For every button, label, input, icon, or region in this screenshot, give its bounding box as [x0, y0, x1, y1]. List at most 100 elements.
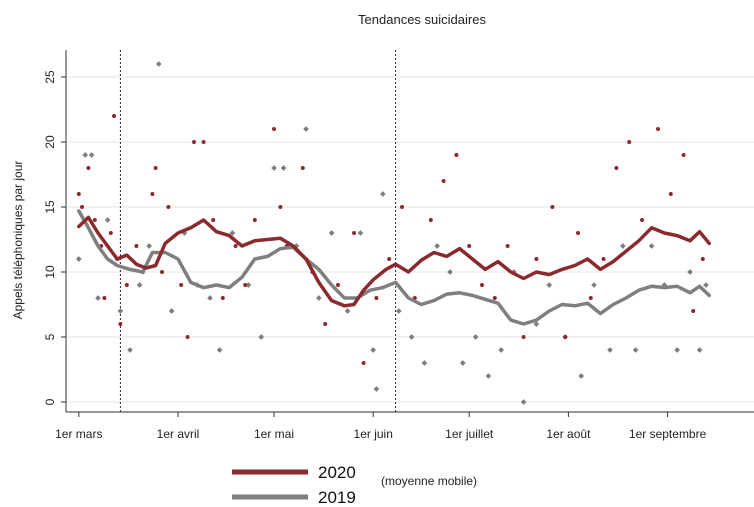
point-2019 — [280, 165, 287, 171]
point-2019 — [421, 360, 428, 366]
point-2019 — [216, 347, 223, 353]
point-2020 — [252, 218, 257, 222]
point-2020 — [614, 166, 619, 170]
point-2020 — [352, 231, 356, 235]
point-2020 — [588, 296, 593, 300]
y-tick-label: 10 — [43, 265, 57, 279]
point-2019 — [533, 321, 540, 327]
y-tick-label: 15 — [43, 200, 57, 214]
point-2020 — [454, 153, 459, 157]
point-2019 — [632, 347, 639, 353]
point-2020 — [576, 231, 580, 235]
point-2020 — [601, 257, 606, 261]
point-2020 — [278, 205, 283, 209]
point-2019 — [607, 347, 613, 353]
point-2020 — [668, 192, 673, 196]
point-2020 — [153, 166, 158, 170]
point-2020 — [211, 218, 216, 222]
point-2020 — [361, 361, 366, 365]
point-2020 — [467, 244, 472, 248]
axes — [65, 50, 754, 413]
point-2020 — [521, 335, 526, 339]
point-2019 — [136, 282, 143, 288]
x-tick-label: 1er mai — [254, 427, 294, 441]
point-2019 — [258, 334, 265, 340]
point-2019 — [104, 217, 111, 223]
x-tick-label: 1er août — [546, 427, 591, 441]
point-2019 — [370, 347, 377, 353]
point-2020 — [166, 205, 171, 209]
legend-label-2020: 2020 — [318, 463, 356, 482]
point-2020 — [300, 166, 305, 170]
point-2019 — [485, 373, 492, 379]
point-2019 — [82, 152, 89, 158]
point-2019 — [687, 269, 693, 275]
point-2020 — [700, 257, 705, 261]
point-2019 — [245, 282, 252, 288]
point-2020 — [108, 231, 113, 235]
point-2020 — [160, 270, 164, 274]
point-2020 — [80, 205, 84, 209]
point-2020 — [102, 296, 107, 300]
x-tick-label: 1er juillet — [445, 427, 494, 441]
point-2019 — [379, 191, 386, 197]
point-2020 — [86, 166, 91, 170]
point-2019 — [408, 334, 415, 340]
point-2020 — [480, 283, 484, 287]
point-2020 — [428, 218, 433, 222]
point-2020 — [563, 335, 568, 339]
point-2019 — [95, 295, 101, 301]
reference-lines — [119, 50, 397, 412]
point-2020 — [640, 218, 644, 222]
point-2020 — [118, 322, 123, 326]
legend: 2020 2019 (moyenne mobile) — [232, 463, 477, 507]
point-2019 — [703, 282, 709, 288]
smoothed-lines — [77, 209, 711, 326]
point-2020 — [656, 127, 660, 131]
x-ticks: 1er mars 1er avril 1er mai 1er juin 1er juil… — [55, 412, 707, 441]
point-2019 — [328, 230, 335, 236]
point-2020 — [192, 140, 196, 144]
y-tick-label: 20 — [43, 135, 57, 149]
point-2020 — [233, 244, 238, 248]
point-2019 — [546, 282, 553, 288]
point-2020 — [201, 140, 206, 144]
point-2020 — [76, 192, 81, 196]
series-line-2019 — [77, 209, 711, 326]
point-2019 — [146, 243, 153, 249]
x-tick-label: 1er juin — [354, 427, 393, 441]
point-2020 — [691, 309, 696, 313]
point-2019 — [674, 347, 681, 353]
point-2020 — [627, 140, 632, 144]
y-axis-title: Appels téléphoniques par jour — [11, 161, 25, 320]
point-2019 — [591, 282, 597, 288]
point-2019 — [395, 308, 402, 314]
point-2019 — [127, 347, 133, 353]
y-ticks: 0 5 10 15 20 25 — [43, 70, 66, 405]
point-2020 — [150, 192, 155, 196]
point-2020 — [220, 296, 225, 300]
point-2019 — [75, 256, 82, 262]
legend-label-2019: 2019 — [318, 488, 356, 507]
point-2019 — [472, 334, 479, 340]
x-tick-label: 1er septembre — [629, 427, 707, 441]
series-line-2020 — [77, 215, 711, 308]
point-2019 — [303, 126, 309, 132]
point-2019 — [498, 347, 505, 353]
point-2020 — [681, 153, 686, 157]
point-2020 — [492, 296, 497, 300]
point-2019 — [373, 386, 380, 392]
point-2020 — [400, 205, 404, 209]
point-2020 — [374, 296, 379, 300]
y-tick-label: 0 — [43, 398, 57, 405]
x-tick-label: 1er avril — [157, 427, 200, 441]
y-tick-label: 25 — [43, 70, 57, 84]
chart-title: Tendances suicidaires — [358, 12, 486, 27]
point-2020 — [179, 283, 184, 287]
point-2019 — [434, 243, 441, 249]
point-2020 — [534, 257, 539, 261]
point-2019 — [315, 295, 322, 301]
point-2020 — [92, 218, 97, 222]
point-2019 — [520, 399, 527, 405]
point-2019 — [447, 269, 453, 275]
